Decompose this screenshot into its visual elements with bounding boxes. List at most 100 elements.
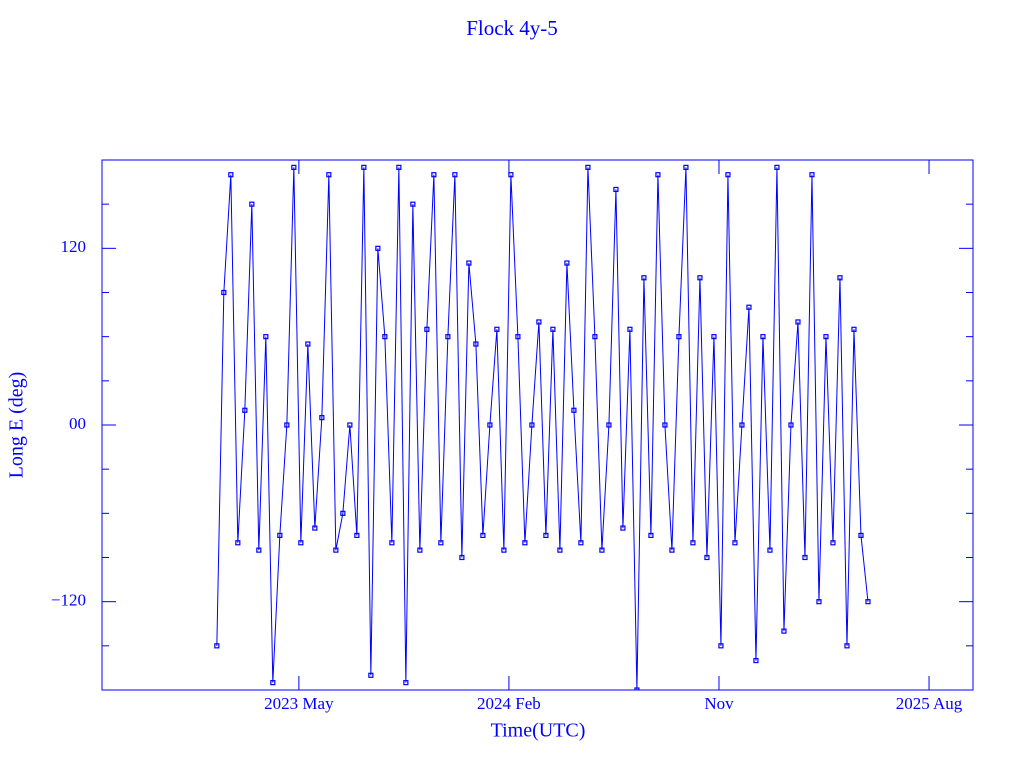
data-point [592,334,598,340]
chart-title: Flock 4y-5 [466,16,558,40]
data-point [277,532,283,539]
data-point [333,547,339,553]
data-point [648,532,654,539]
data-point [571,407,577,413]
data-point [676,334,682,340]
data-point [305,341,311,347]
data-point [487,422,493,428]
data-point [578,540,584,546]
data-point [480,532,486,539]
data-point [844,643,850,649]
data-point [718,643,724,649]
data-point [221,289,227,296]
data-point [522,540,528,546]
data-point [858,532,864,539]
data-point [438,540,444,546]
data-point [291,164,297,170]
data-point [690,540,696,546]
data-point [389,540,395,546]
data-point [263,334,269,340]
data-point [270,680,276,686]
data-point [466,260,472,266]
series-line [216,167,869,690]
data-point [837,275,843,281]
data-point [697,275,703,281]
data-point [830,540,836,546]
data-point [543,532,549,539]
plot-area [214,164,871,690]
data-point [459,554,465,561]
data-point [725,172,731,178]
data-point [781,628,787,634]
data-point [214,643,220,649]
data-point [809,172,815,178]
data-point [249,201,255,207]
data-point [536,319,542,325]
y-axis-label: Long E (deg) [6,372,28,479]
data-point [823,334,829,340]
data-point [851,326,857,332]
data-point [613,186,619,193]
data-point [375,245,381,251]
data-point [529,422,535,428]
data-point [473,341,479,347]
data-point [606,422,612,428]
data-point [361,164,367,170]
data-point [788,422,794,428]
data-point [396,164,402,170]
data-point [564,260,570,266]
data-point [452,172,458,178]
data-point [431,172,437,178]
data-point [515,334,521,340]
data-point [760,334,766,340]
data-point [669,547,675,553]
y-tick-label: 120 [61,237,87,256]
data-point [662,422,668,428]
data-point [382,334,388,340]
data-point [354,532,360,539]
data-point [620,525,626,531]
data-point [228,172,234,178]
data-point [774,164,780,170]
data-point [746,304,752,310]
x-tick-label: 2024 Feb [477,694,541,713]
data-point [557,547,563,553]
data-point [326,172,332,178]
x-tick-label: Nov [704,694,734,713]
y-tick-label: −120 [51,591,86,610]
data-point [284,422,290,428]
data-point [634,687,640,690]
data-point [417,547,423,553]
data-point [816,599,822,605]
data-point [865,599,871,605]
data-point [494,326,500,332]
x-axis-label: Time(UTC) [491,720,586,742]
data-point [802,554,808,561]
data-point [312,525,318,531]
data-point [627,326,633,332]
data-point [795,319,801,325]
data-point [445,334,451,340]
data-point [739,422,745,428]
data-point [711,334,717,340]
data-point [655,172,661,178]
data-point [424,326,430,332]
data-point [235,540,241,546]
data-point [683,164,689,170]
x-tick-label: 2025 Aug [896,694,963,713]
data-point [319,415,325,421]
data-point [403,680,409,686]
data-point [599,547,605,553]
data-point [585,164,591,170]
data-point [242,407,248,413]
y-tick-label: 00 [69,414,86,433]
data-point [550,326,556,332]
data-point [368,672,374,678]
data-point [256,547,262,553]
data-point [508,172,514,178]
x-tick-label: 2023 May [264,694,334,713]
data-point [501,547,507,553]
data-point [704,554,710,561]
data-point [298,540,304,546]
